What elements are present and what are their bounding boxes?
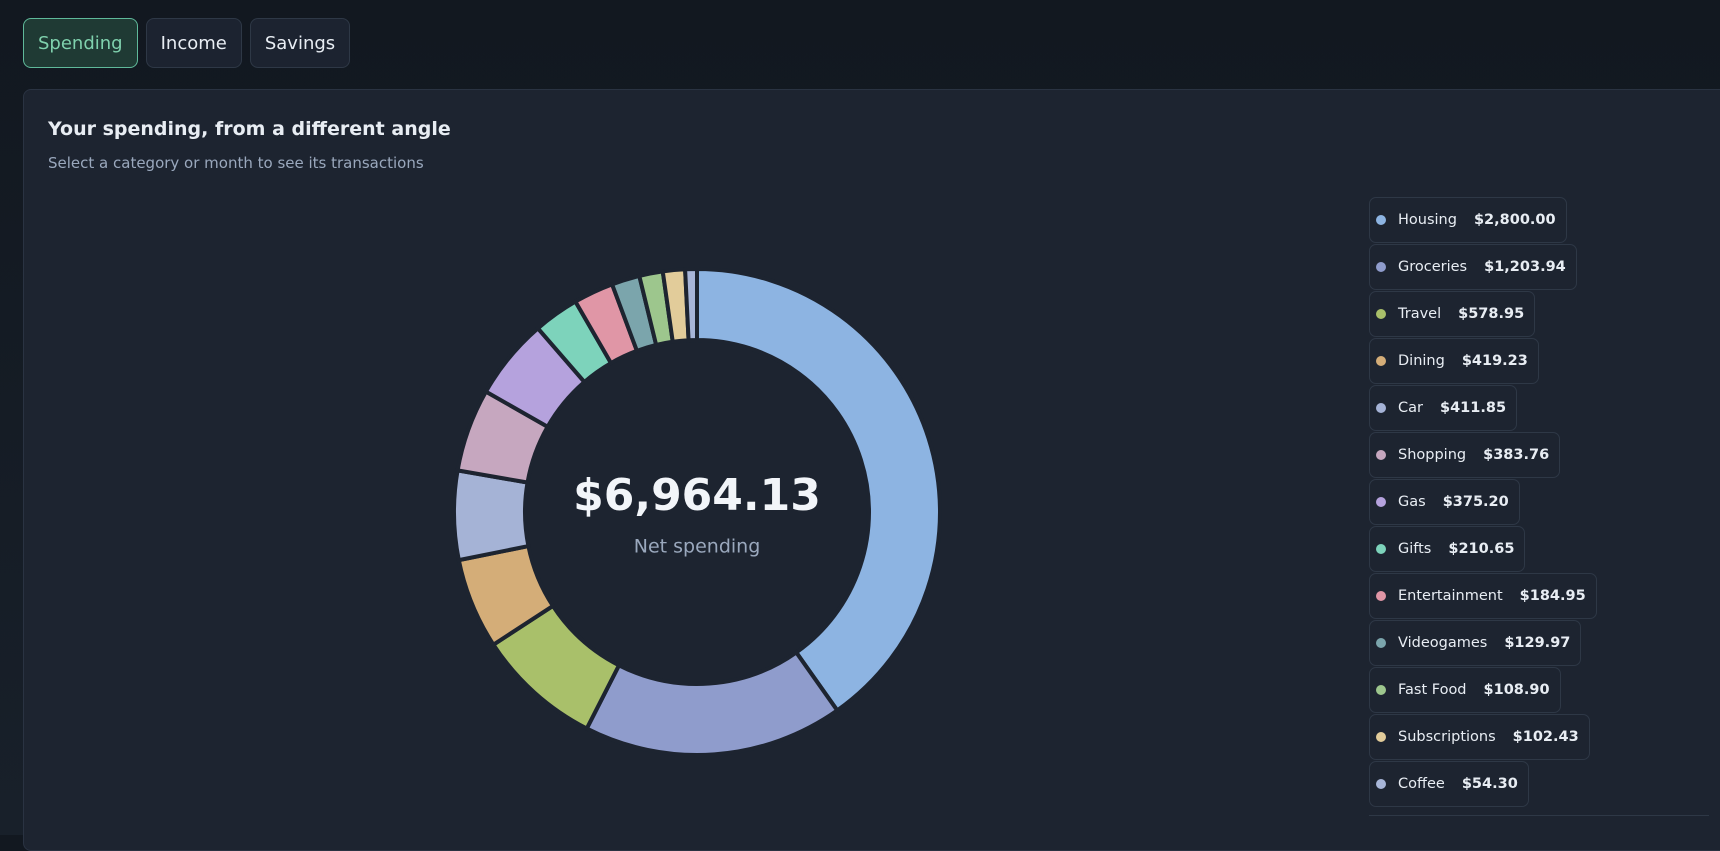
legend-value: $419.23 bbox=[1461, 353, 1528, 369]
legend-swatch bbox=[1376, 779, 1386, 789]
legend-row: Travel $578.95 bbox=[1369, 291, 1709, 338]
legend-row: Car $411.85 bbox=[1369, 385, 1709, 432]
legend-item[interactable]: Dining $419.23 bbox=[1369, 338, 1539, 384]
legend-label: Coffee bbox=[1398, 776, 1445, 792]
legend-label: Housing bbox=[1398, 212, 1457, 228]
legend-value: $54.30 bbox=[1461, 776, 1518, 792]
panel-title: Your spending, from a different angle bbox=[48, 118, 451, 140]
legend-item[interactable]: Car $411.85 bbox=[1369, 385, 1518, 431]
legend-value: $102.43 bbox=[1512, 729, 1579, 745]
legend-swatch bbox=[1376, 638, 1386, 648]
legend-item[interactable]: Gas $375.20 bbox=[1369, 479, 1520, 525]
legend-swatch bbox=[1376, 262, 1386, 272]
legend-swatch bbox=[1376, 497, 1386, 507]
legend-value: $210.65 bbox=[1448, 541, 1515, 557]
tab[interactable]: Spending bbox=[23, 18, 138, 68]
legend-value: $578.95 bbox=[1458, 306, 1525, 322]
legend-label: Fast Food bbox=[1398, 682, 1467, 698]
legend-row: Fast Food $108.90 bbox=[1369, 667, 1709, 714]
legend-row: Housing $2,800.00 bbox=[1369, 197, 1709, 244]
legend-row: Subscriptions $102.43 bbox=[1369, 714, 1709, 761]
center-label: Net spending bbox=[634, 536, 761, 558]
legend-item[interactable]: Videogames $129.97 bbox=[1369, 620, 1582, 666]
legend-item[interactable]: Gifts $210.65 bbox=[1369, 526, 1526, 572]
legend-item[interactable]: Subscriptions $102.43 bbox=[1369, 714, 1590, 760]
legend-label: Groceries bbox=[1398, 259, 1468, 275]
legend-value: $184.95 bbox=[1519, 588, 1586, 604]
legend-label: Entertainment bbox=[1398, 588, 1503, 604]
legend-swatch bbox=[1376, 450, 1386, 460]
legend-row: Gas $375.20 bbox=[1369, 479, 1709, 526]
legend-swatch bbox=[1376, 215, 1386, 225]
tab[interactable]: Income bbox=[145, 18, 242, 68]
legend-item[interactable]: Groceries $1,203.94 bbox=[1369, 244, 1577, 290]
panel: Your spending, from a different angle Se… bbox=[23, 89, 1720, 851]
legend-row: Videogames $129.97 bbox=[1369, 620, 1709, 667]
donut-chart: $6,964.13 Net spending bbox=[452, 266, 942, 757]
legend-label: Videogames bbox=[1398, 635, 1488, 651]
legend-value: $129.97 bbox=[1504, 635, 1571, 651]
center-value: $6,964.13 bbox=[573, 470, 821, 521]
legend-label: Shopping bbox=[1398, 447, 1467, 463]
tab-bar: Spending Income Savings bbox=[23, 18, 351, 68]
legend-item[interactable]: Housing $2,800.00 bbox=[1369, 197, 1567, 243]
legend-value: $2,800.00 bbox=[1473, 212, 1556, 228]
legend-row: Shopping $383.76 bbox=[1369, 432, 1709, 479]
legend-swatch bbox=[1376, 685, 1386, 695]
legend-label: Gas bbox=[1398, 494, 1426, 510]
legend-swatch bbox=[1376, 309, 1386, 319]
donut-segment[interactable] bbox=[683, 266, 699, 343]
legend-label: Dining bbox=[1398, 353, 1445, 369]
legend-value: $1,203.94 bbox=[1484, 259, 1566, 275]
legend-item[interactable]: Fast Food $108.90 bbox=[1369, 667, 1561, 713]
tab[interactable]: Savings bbox=[249, 18, 351, 68]
legend-swatch bbox=[1376, 591, 1386, 601]
legend-value: $383.76 bbox=[1483, 447, 1550, 463]
legend-label: Gifts bbox=[1398, 541, 1432, 557]
legend-swatch bbox=[1376, 544, 1386, 554]
legend-swatch bbox=[1376, 356, 1386, 366]
panel-subtitle: Select a category or month to see its tr… bbox=[48, 154, 424, 172]
legend-value: $375.20 bbox=[1442, 494, 1509, 510]
legend-swatch bbox=[1376, 403, 1386, 413]
legend-row: Dining $419.23 bbox=[1369, 338, 1709, 385]
legend-row: Coffee $54.30 bbox=[1369, 761, 1709, 808]
legend-label: Travel bbox=[1398, 306, 1442, 322]
legend-swatch bbox=[1376, 732, 1386, 742]
legend-value: $108.90 bbox=[1483, 682, 1550, 698]
donut-segment[interactable] bbox=[584, 649, 841, 757]
legend-item[interactable]: Entertainment $184.95 bbox=[1369, 573, 1597, 619]
legend-item[interactable]: Shopping $383.76 bbox=[1369, 432, 1561, 478]
legend-label: Car bbox=[1398, 400, 1423, 416]
legend-item[interactable]: Travel $578.95 bbox=[1369, 291, 1536, 337]
legend: Housing $2,800.00 Groceries $1,203.94 Travel… bbox=[1369, 197, 1709, 816]
donut-segment[interactable] bbox=[452, 468, 531, 563]
legend-value: $411.85 bbox=[1439, 400, 1507, 416]
legend-row: Groceries $1,203.94 bbox=[1369, 244, 1709, 291]
legend-row: Gifts $210.65 bbox=[1369, 526, 1709, 573]
donut-segment[interactable] bbox=[695, 266, 942, 714]
legend-item[interactable]: Coffee $54.30 bbox=[1369, 761, 1529, 807]
legend-row: Entertainment $184.95 bbox=[1369, 573, 1709, 620]
legend-label: Subscriptions bbox=[1398, 729, 1496, 745]
